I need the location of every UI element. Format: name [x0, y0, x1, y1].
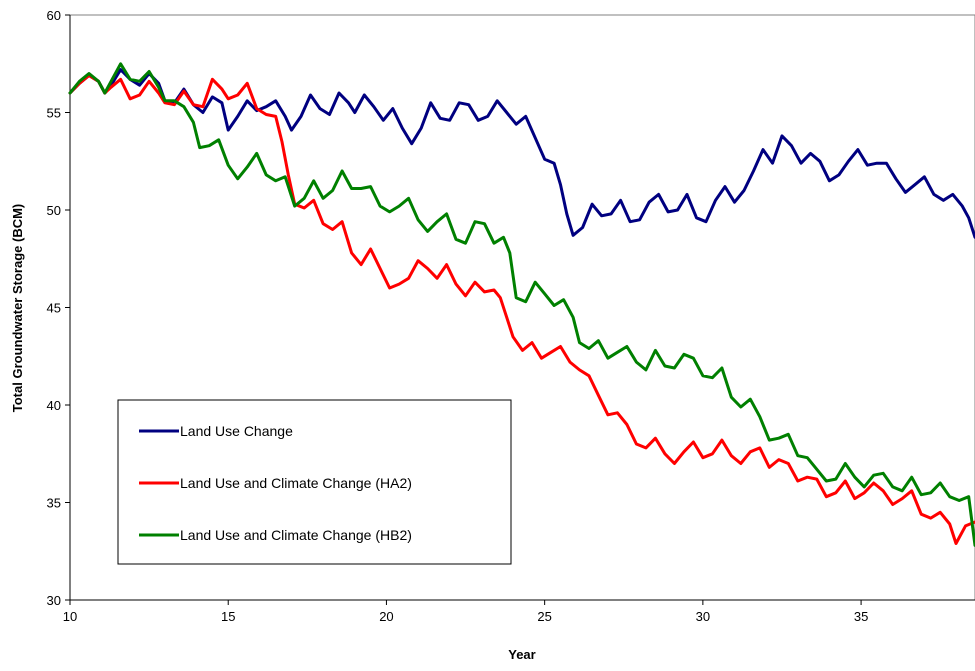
x-axis: 10 15 20 25 30 35: [63, 600, 868, 624]
legend: Land Use Change Land Use and Climate Chan…: [117, 399, 512, 565]
series-line: [68, 74, 975, 545]
series-layer: [68, 62, 975, 547]
x-tick-label: 25: [537, 609, 551, 624]
y-tick-label: 50: [47, 203, 61, 218]
y-axis-title: Total Groundwater Storage (BCM): [10, 204, 25, 412]
legend-label: Land Use and Climate Change (HA2): [180, 475, 412, 491]
legend-box: [117, 399, 512, 565]
y-tick-label: 40: [47, 398, 61, 413]
x-axis-title: Year: [508, 647, 535, 662]
x-tick-label: 30: [696, 609, 710, 624]
x-tick-label: 15: [221, 609, 235, 624]
series-line: [68, 68, 975, 239]
series-line: [68, 62, 975, 547]
y-tick-label: 60: [47, 8, 61, 23]
legend-label: Land Use and Climate Change (HB2): [180, 527, 412, 543]
y-axis: 30 35 40 45 50 55 60: [47, 8, 70, 608]
x-tick-label: 35: [854, 609, 868, 624]
y-tick-label: 30: [47, 593, 61, 608]
x-tick-label: 20: [379, 609, 393, 624]
y-tick-label: 55: [47, 106, 61, 121]
x-tick-label: 10: [63, 609, 77, 624]
legend-label: Land Use Change: [180, 423, 293, 439]
y-tick-label: 45: [47, 301, 61, 316]
y-tick-label: 35: [47, 496, 61, 511]
